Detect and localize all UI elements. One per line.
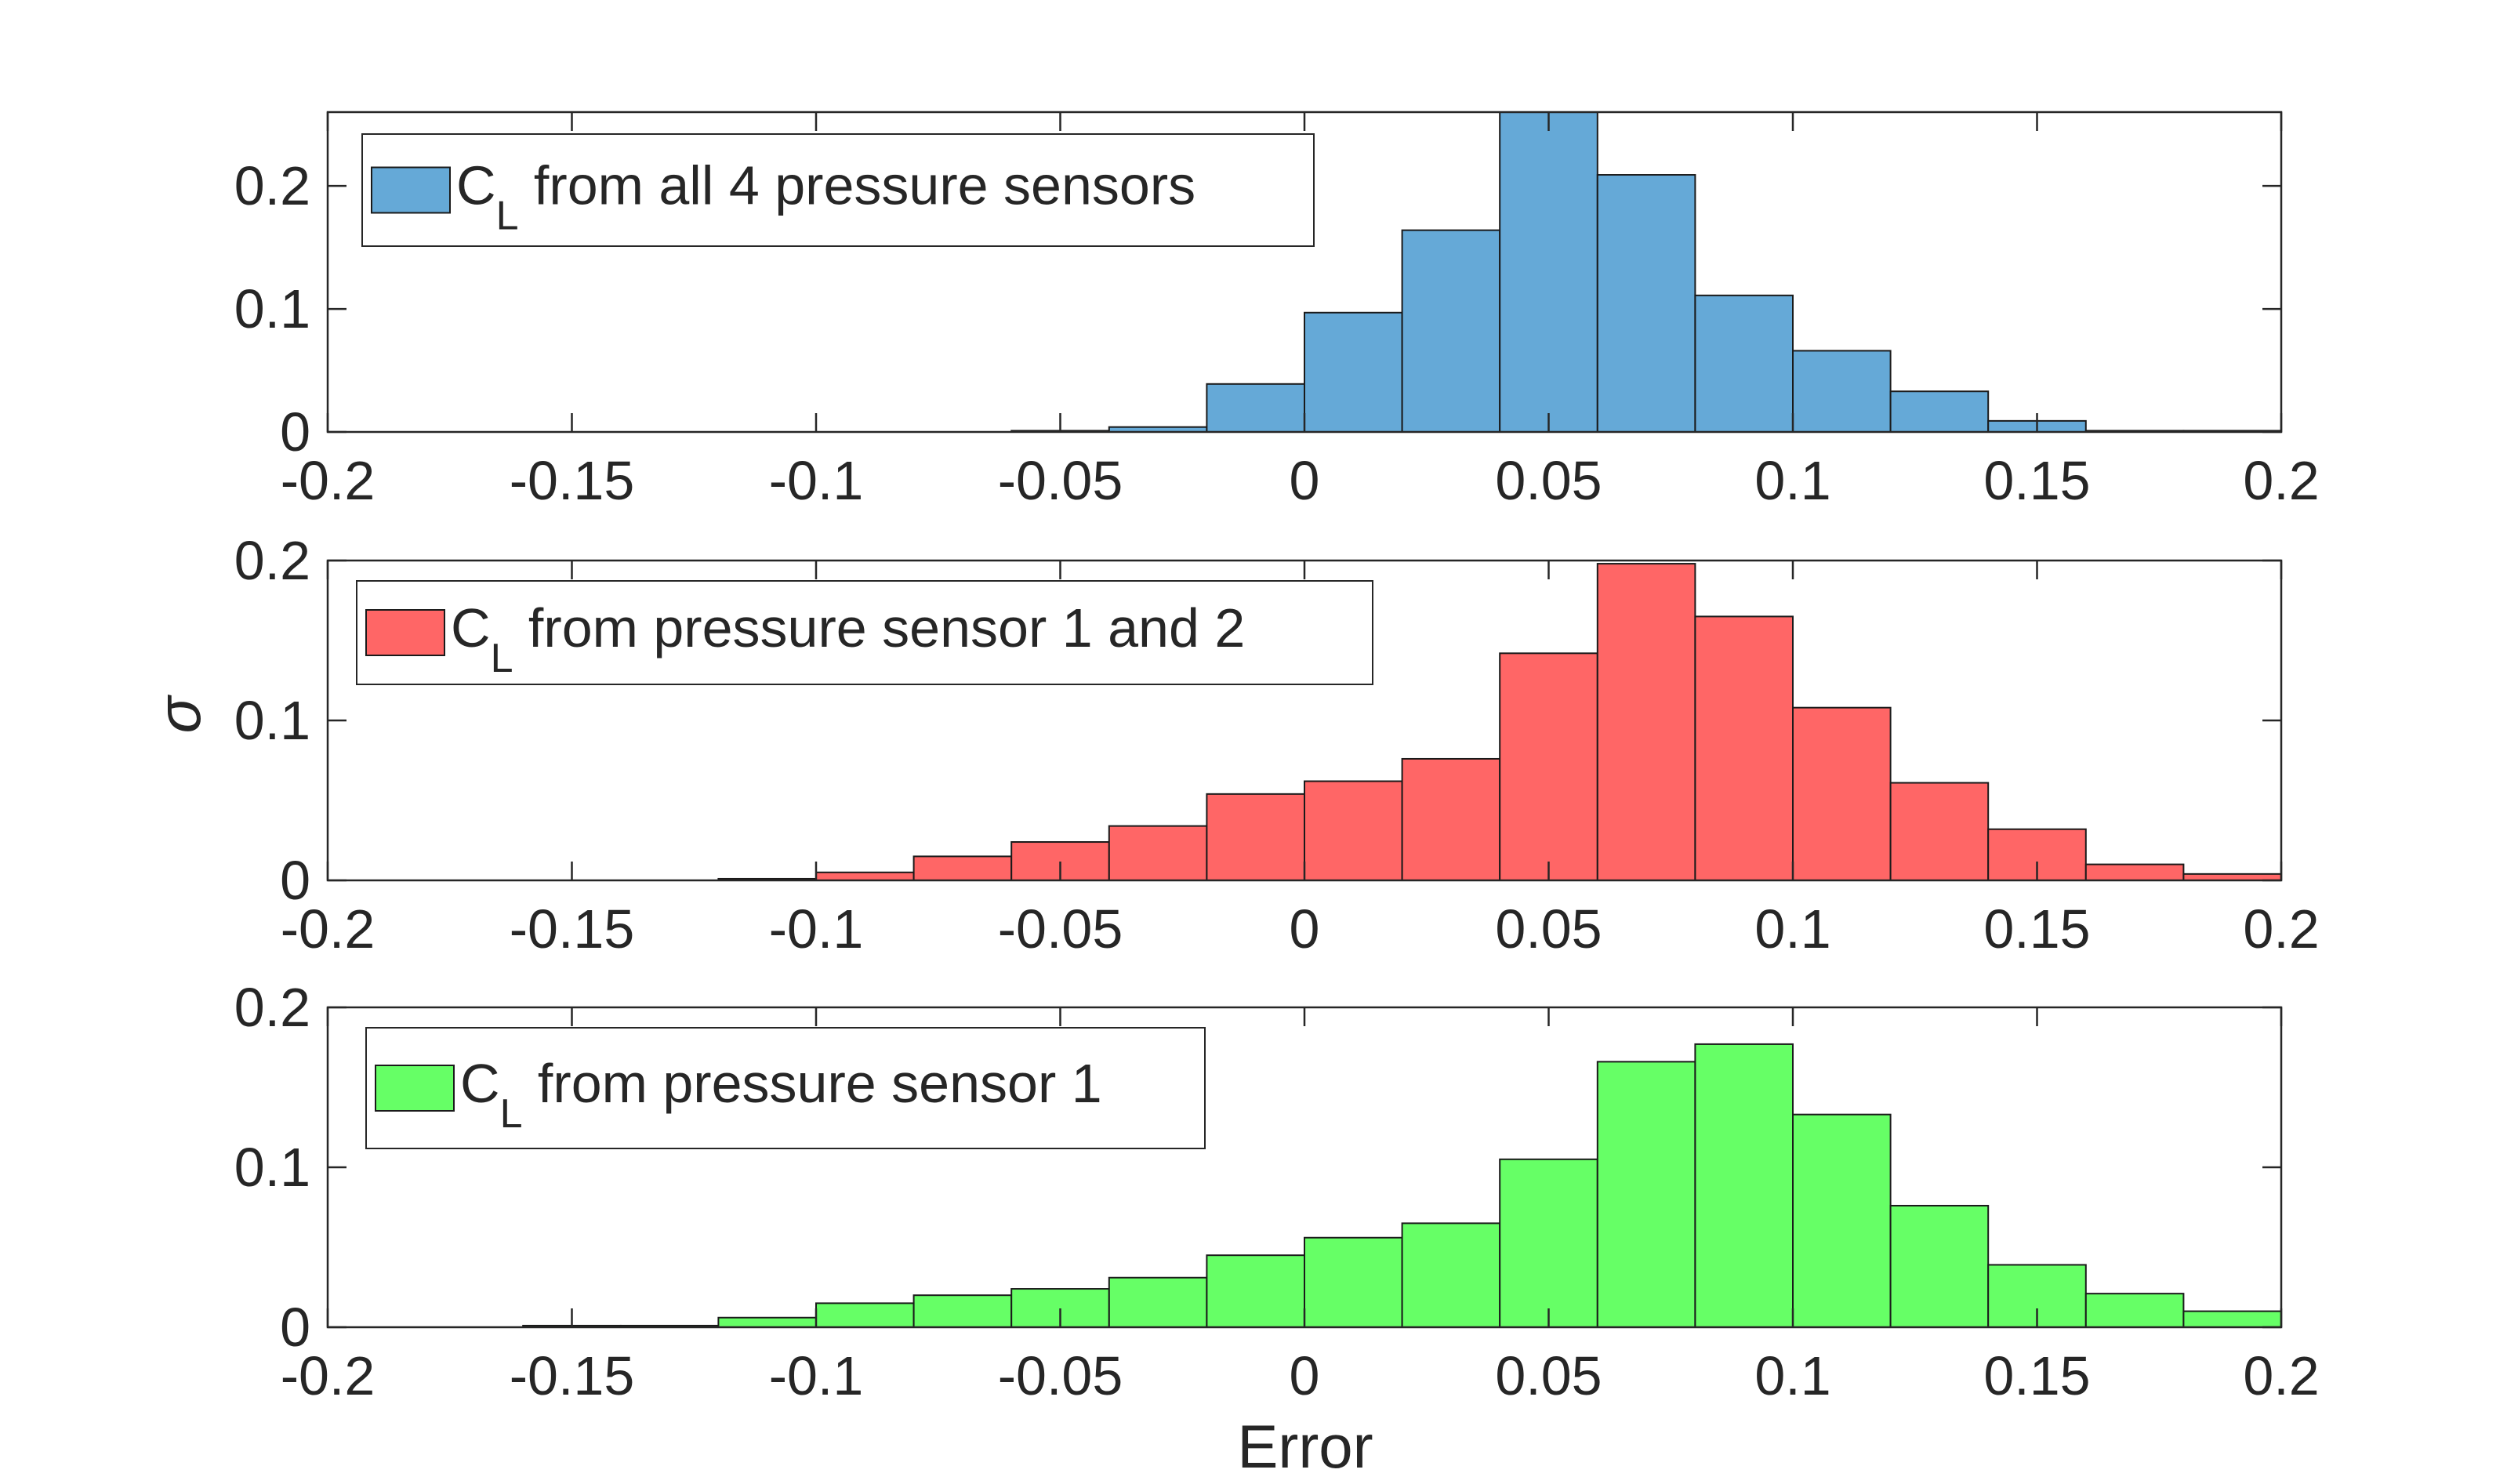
histogram-bar <box>2182 1310 2282 1328</box>
legend-label: CL from pressure sensor 1 and 2 <box>451 597 1245 681</box>
x-tick-label: 0.1 <box>1754 1345 1830 1406</box>
y-tick-label: 0 <box>280 401 310 463</box>
legend-label-main: C <box>460 1053 500 1114</box>
y-tick-label: 0 <box>280 850 310 911</box>
histogram-bar <box>1596 563 1696 882</box>
legend-swatch <box>365 609 445 656</box>
legend-label-text: from all 4 pressure sensors <box>518 155 1195 216</box>
x-tick-label: -0.1 <box>769 1345 864 1406</box>
histogram-bar <box>2084 1293 2185 1329</box>
histogram-bar <box>717 1316 818 1329</box>
legend-label: CL from all 4 pressure sensors <box>456 155 1195 239</box>
x-tick-label: -0.2 <box>281 450 376 511</box>
histogram-bar <box>1206 383 1306 433</box>
x-tick-label: -0.15 <box>510 898 635 960</box>
x-tick-label: 0.15 <box>1983 1345 2090 1406</box>
legend-label-main: C <box>456 155 496 216</box>
y-tick-label: 0.1 <box>234 1137 310 1198</box>
x-tick-label: 0.15 <box>1983 898 2090 960</box>
histogram-bar <box>1304 780 1403 882</box>
x-tick-label: -0.15 <box>510 1345 635 1406</box>
histogram-bar <box>1499 652 1598 881</box>
histogram-bar <box>912 855 1013 882</box>
histogram-bar <box>815 871 915 882</box>
legend: CL from pressure sensor 1 <box>365 1027 1206 1149</box>
histogram-bar <box>1792 1113 1892 1329</box>
x-tick-label: -0.2 <box>281 1345 376 1406</box>
x-tick-label: 0.05 <box>1495 450 1602 511</box>
histogram-bar <box>1401 1222 1501 1329</box>
histogram-bar <box>1889 1204 1990 1328</box>
legend-label-subscript: L <box>500 1091 523 1137</box>
x-tick-label: 0.05 <box>1495 898 1602 960</box>
legend-label: CL from pressure sensor 1 <box>460 1053 1102 1137</box>
y-tick-label: 0.2 <box>234 977 310 1038</box>
x-tick-label: -0.05 <box>998 450 1123 511</box>
histogram-bar <box>1499 111 1598 433</box>
x-tick-label: 0.05 <box>1495 1345 1602 1406</box>
legend-label-text: from pressure sensor 1 <box>522 1053 1101 1114</box>
histogram-bar <box>1792 706 1892 881</box>
x-tick-label: 0.1 <box>1754 450 1830 511</box>
histogram-bar <box>1694 615 1794 882</box>
panel-3: -0.2 -0.15 -0.1 -0.05 0 0.05 0.1 0.15 0.2 0 0.1 0.2… <box>234 977 2320 1406</box>
x-tick-label: -0.15 <box>510 450 635 511</box>
x-tick-label: 0.2 <box>2243 450 2319 511</box>
histogram-bar <box>1401 757 1501 882</box>
y-axis-label: σ <box>144 695 213 734</box>
histogram-bar <box>1304 1236 1403 1329</box>
x-tick-label: -0.2 <box>281 898 376 960</box>
legend: CL from all 4 pressure sensors <box>361 133 1315 247</box>
histogram-bar <box>1596 174 1696 433</box>
histogram-bar <box>1694 1043 1794 1329</box>
histogram-bar <box>1889 782 1990 881</box>
histogram-bar <box>1108 1276 1208 1329</box>
y-tick-label: 0.1 <box>234 278 310 339</box>
x-tick-label: 0 <box>1290 1345 1320 1406</box>
x-tick-label: 0.1 <box>1754 898 1830 960</box>
x-tick-label: -0.05 <box>998 1345 1123 1406</box>
histogram-bar <box>1792 350 1892 433</box>
histogram-bar <box>815 1302 915 1329</box>
x-tick-label: 0 <box>1290 898 1320 960</box>
legend-label-text: from pressure sensor 1 and 2 <box>513 597 1245 659</box>
x-tick-label: -0.05 <box>998 898 1123 960</box>
histogram-bar <box>1304 311 1403 433</box>
legend-box <box>361 133 1315 247</box>
histogram-bar <box>2084 863 2185 881</box>
x-tick-label: 0.2 <box>2243 898 2319 960</box>
x-tick-label: -0.1 <box>769 898 864 960</box>
legend-label-main: C <box>451 597 491 659</box>
histogram-bar <box>1499 1158 1598 1329</box>
y-tick-label: 0 <box>280 1297 310 1358</box>
panel-1: -0.2 -0.15 -0.1 -0.05 0 0.05 0.1 0.15 0.2 0 0.1 0.2… <box>234 111 2320 511</box>
histogram-bar <box>1596 1061 1696 1328</box>
histogram-bar <box>1401 229 1501 433</box>
x-axis-label: Error <box>1237 1412 1373 1481</box>
x-tick-label: 0.2 <box>2243 1345 2319 1406</box>
x-tick-label: 0.15 <box>1983 450 2090 511</box>
panel-2: -0.2 -0.15 -0.1 -0.05 0 0.05 0.1 0.15 0.2 0 0.1 0.2… <box>234 530 2320 960</box>
legend: CL from pressure sensor 1 and 2 <box>356 580 1373 685</box>
y-tick-label: 0.2 <box>234 530 310 591</box>
histogram-bar <box>1694 294 1794 434</box>
x-tick-label: 0 <box>1290 450 1320 511</box>
y-tick-label: 0.1 <box>234 690 310 751</box>
histogram-bar <box>912 1294 1013 1328</box>
legend-swatch <box>375 1065 455 1112</box>
legend-label-subscript: L <box>491 636 513 681</box>
x-tick-label: -0.1 <box>769 450 864 511</box>
legend-box <box>356 580 1373 685</box>
legend-box <box>365 1027 1206 1149</box>
histogram-bar <box>1206 1254 1306 1328</box>
legend-swatch <box>371 166 451 214</box>
histogram-bar <box>1108 825 1208 882</box>
histogram-bar <box>1206 793 1306 882</box>
y-tick-label: 0.2 <box>234 155 310 216</box>
histogram-bar <box>1889 390 1990 434</box>
legend-label-subscript: L <box>496 194 519 239</box>
